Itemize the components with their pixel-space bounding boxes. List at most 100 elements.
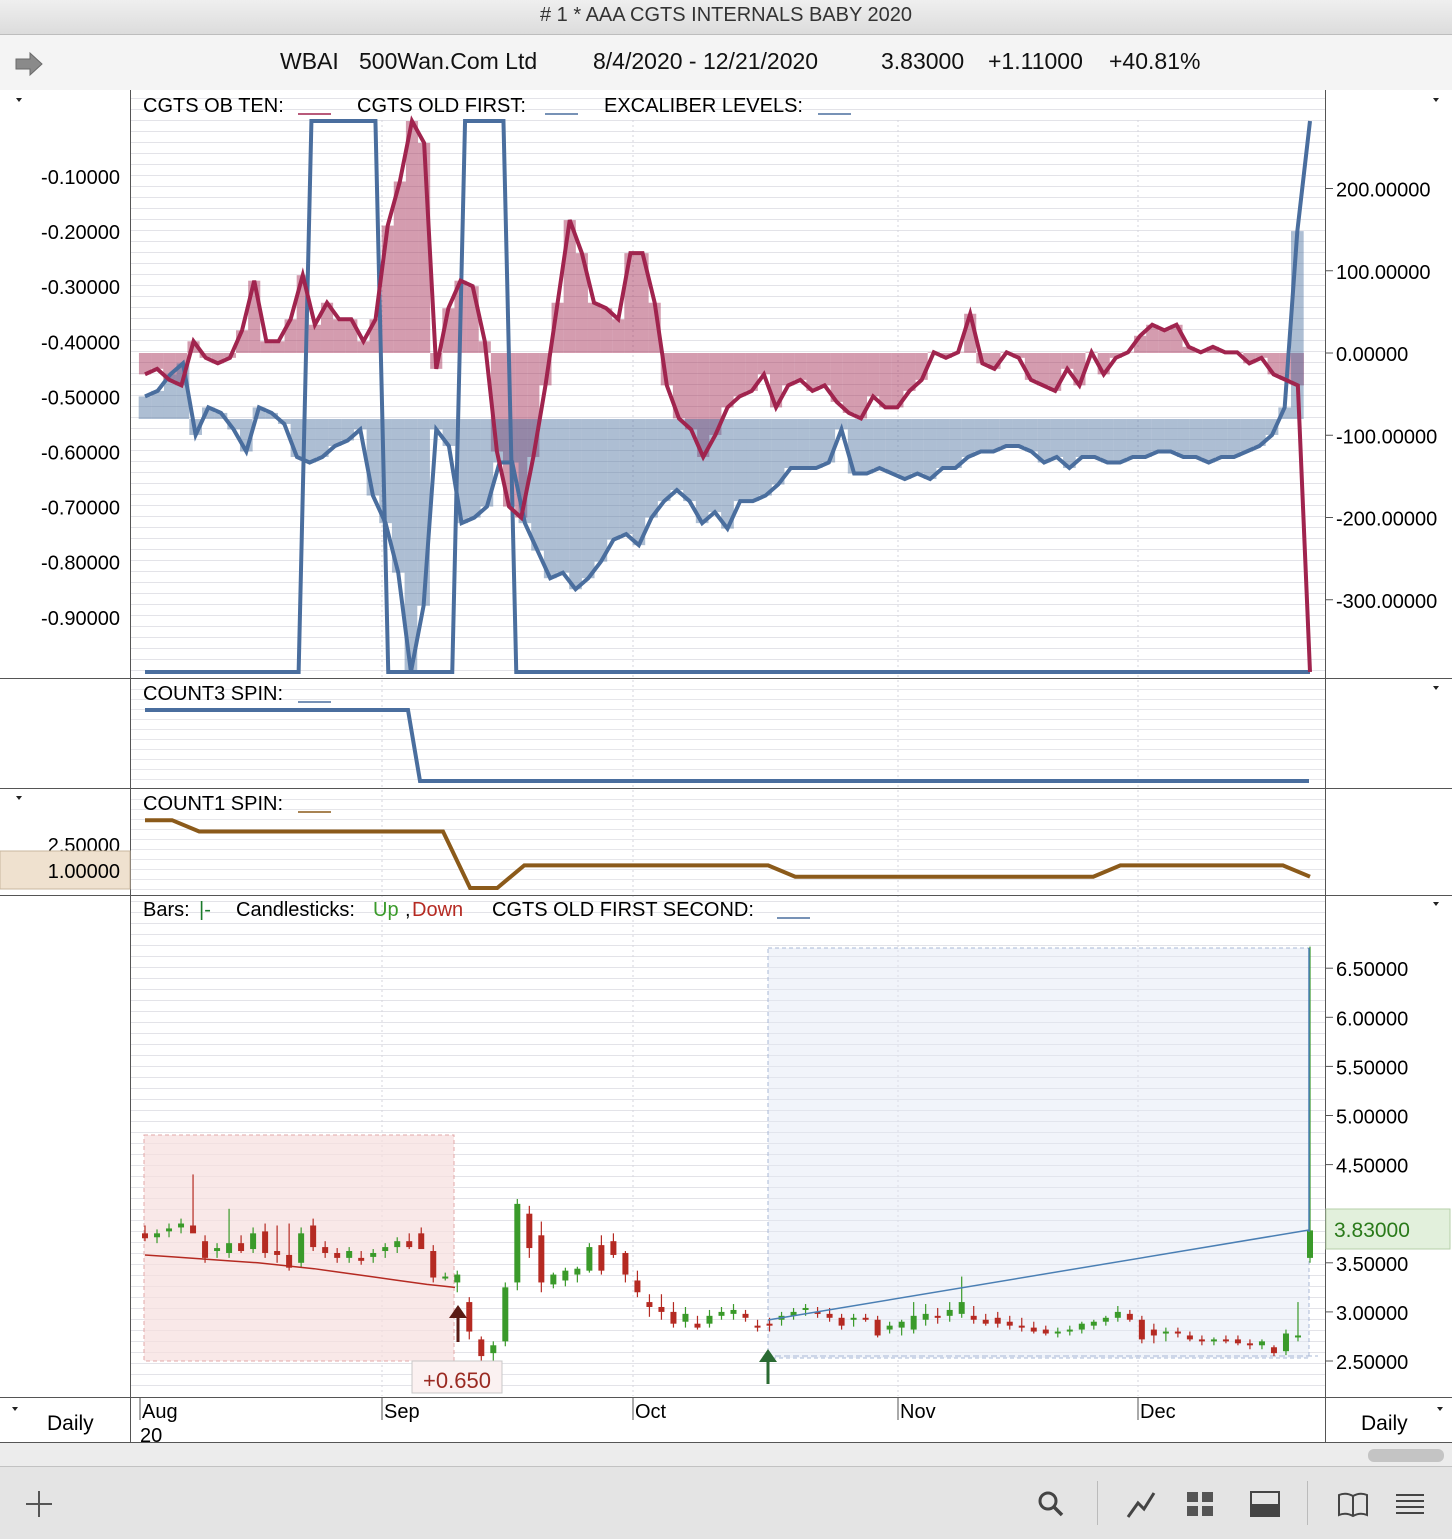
old-first-bar	[797, 419, 810, 469]
candle-body	[1006, 1321, 1013, 1326]
old-first-bar	[961, 419, 975, 458]
last-price-badge-bg	[1325, 1208, 1451, 1250]
old-first-bar	[163, 374, 177, 419]
grid-icon[interactable]	[1183, 1487, 1217, 1521]
candlesticks	[142, 946, 1313, 1366]
osc-legend: CGTS OB TEN: CGTS OLD FIRST: EXCALIBER L…	[143, 95, 851, 117]
candle-body	[922, 1313, 929, 1320]
ob-ten-bar	[1291, 353, 1304, 386]
price-tick: 4.50000	[1336, 1156, 1408, 1178]
candle-body	[598, 1245, 605, 1271]
old-first-bar	[569, 419, 582, 590]
ob-ten-bar	[1206, 346, 1219, 353]
count1-line	[145, 818, 1311, 890]
candle-body	[226, 1243, 233, 1253]
candle-body	[178, 1223, 185, 1228]
horizontal-scrollbar[interactable]	[1368, 1449, 1444, 1462]
panel-menu-icons[interactable]	[12, 98, 1443, 1411]
price-axis: 6.50000 6.00000 5.50000 5.00000 4.50000 3.500…	[1326, 959, 1408, 1374]
osc-right-axis: 200.00000 100.00000 0.00000 -100.00000 -200.…	[1326, 180, 1437, 613]
date-axis: Aug Sep Oct Nov Dec	[139, 1398, 1176, 1423]
old-first-bar	[1177, 419, 1190, 458]
ob-ten-bar	[782, 353, 795, 386]
candle-body	[406, 1241, 413, 1248]
trend-line[interactable]	[767, 1229, 1310, 1321]
panel-icon[interactable]	[1248, 1487, 1282, 1521]
candle-body	[166, 1228, 173, 1232]
year-label: 20	[140, 1425, 162, 1447]
candle-body	[538, 1235, 545, 1283]
candle-body	[382, 1247, 389, 1252]
candle-body	[622, 1252, 629, 1275]
old-first-bar	[290, 419, 304, 458]
list-icon[interactable]	[1393, 1487, 1427, 1521]
price-tick: 2.50000	[1336, 1352, 1408, 1374]
price-tick: 6.00000	[1336, 1008, 1408, 1030]
svg-text:,: ,	[405, 899, 411, 921]
osc-right-tick: -100.00000	[1336, 426, 1437, 448]
old-first-bar	[721, 419, 734, 529]
old-first-bar	[556, 419, 570, 573]
candle-body	[322, 1247, 329, 1253]
old-first-bar	[581, 419, 595, 579]
price-tick: 5.50000	[1336, 1057, 1408, 1079]
ob-ten-line	[144, 115, 1312, 672]
candle-body	[574, 1268, 581, 1275]
candle-body	[334, 1252, 341, 1258]
symbol-info-bar: WBAI 500Wan.Com Ltd 8/4/2020 - 12/21/202…	[0, 35, 1452, 91]
chart-line-icon[interactable]	[1124, 1487, 1158, 1521]
old-first-bar	[632, 419, 646, 546]
candle-body	[862, 1317, 869, 1320]
candle-body	[910, 1315, 917, 1330]
candle-body	[154, 1233, 161, 1238]
old-first-bar	[391, 419, 405, 573]
old-first-bar	[936, 419, 950, 469]
osc-right-tick: -300.00000	[1336, 591, 1437, 613]
candle-body	[838, 1317, 845, 1326]
search-icon[interactable]	[1034, 1487, 1068, 1521]
legend-down: Down	[412, 899, 463, 921]
candle-body	[1234, 1339, 1241, 1344]
ob-ten-bar	[1146, 324, 1159, 353]
candle-body	[706, 1315, 713, 1324]
candle-body	[946, 1309, 953, 1316]
ob-ten-bar	[745, 353, 758, 391]
old-first-bar	[999, 419, 1013, 446]
old-first-bar	[607, 419, 620, 540]
book-icon[interactable]	[1336, 1487, 1370, 1521]
chevron-down-icon	[16, 98, 22, 102]
candle-body	[310, 1225, 317, 1248]
candle-body	[346, 1251, 353, 1258]
osc-left-tick: -0.10000	[41, 167, 120, 189]
candle-body	[1270, 1347, 1277, 1354]
old-first-bar	[1139, 419, 1152, 458]
old-first-bar	[1088, 419, 1102, 458]
ob-ten-bar	[151, 353, 164, 369]
period-right[interactable]: Daily	[1361, 1412, 1408, 1435]
old-first-bar	[138, 396, 152, 419]
old-first-bar	[670, 419, 684, 491]
candle-body	[886, 1325, 893, 1330]
candle-body	[430, 1251, 437, 1278]
candle-body	[994, 1317, 1001, 1324]
candle-body	[1054, 1331, 1061, 1334]
old-first-bar	[847, 419, 861, 474]
chevron-down-icon	[1437, 1407, 1443, 1411]
old-first-bar	[923, 419, 937, 480]
old-first-bar	[315, 419, 329, 458]
candle-body	[1030, 1327, 1037, 1332]
ob-ten-bar	[879, 353, 892, 408]
price-tick: 3.50000	[1336, 1254, 1408, 1276]
candle-body	[802, 1307, 809, 1310]
arrow-right-icon[interactable]	[14, 51, 44, 77]
ob-ten-bar	[1109, 353, 1122, 358]
ob-ten-bar	[733, 353, 746, 397]
month-label: Oct	[635, 1401, 667, 1423]
candle-body	[250, 1233, 257, 1250]
plus-icon[interactable]	[22, 1487, 56, 1521]
period-left[interactable]: Daily	[47, 1412, 94, 1435]
count3-grid	[131, 680, 1325, 787]
candle-body	[286, 1254, 293, 1268]
chart-area[interactable]: -0.10000 -0.20000 -0.30000 -0.40000 -0.50000…	[0, 90, 1452, 1466]
ob-ten-bar	[587, 302, 601, 353]
